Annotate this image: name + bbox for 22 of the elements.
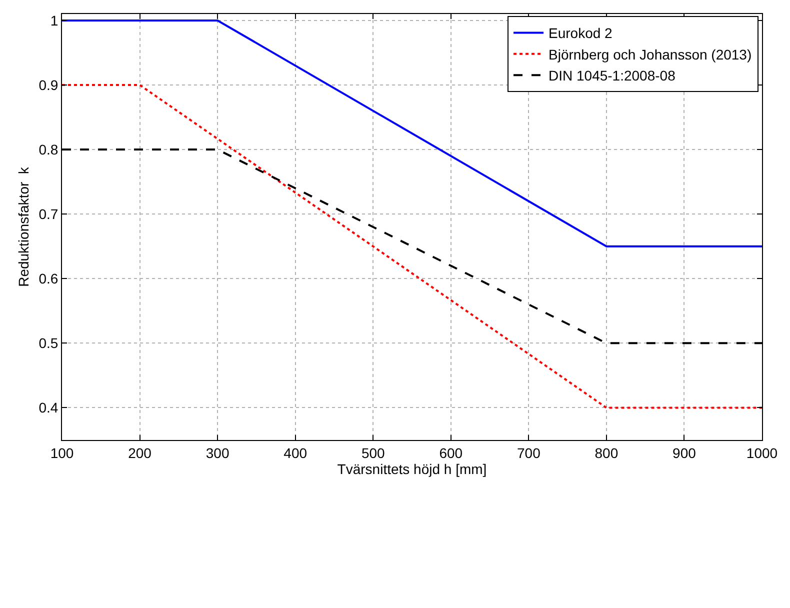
- legend-label: Björnberg och Johansson (2013): [548, 46, 752, 62]
- y-tick-label: 0.6: [38, 270, 58, 287]
- x-tick-label: 700: [516, 444, 541, 461]
- x-tick-label: 800: [594, 444, 618, 461]
- x-tick-label: 500: [361, 444, 386, 461]
- x-tick-label: 100: [50, 444, 74, 461]
- x-tick-label: 200: [128, 444, 152, 461]
- y-tick-label: 1: [50, 12, 58, 28]
- y-tick-label: 0.7: [38, 206, 58, 222]
- legend-label: DIN 1045-1:2008-08: [548, 68, 676, 84]
- y-tick-label: 0.9: [38, 76, 58, 93]
- y-tick-label: 0.4: [38, 400, 58, 416]
- y-tick-label: 0.8: [38, 141, 58, 158]
- x-tick-label: 1000: [746, 444, 778, 461]
- y-tick-label: 0.5: [38, 335, 58, 352]
- x-axis-title: Tvärsnittets höjd h [mm]: [337, 461, 487, 478]
- x-tick-label: 900: [672, 444, 696, 461]
- x-tick-label: 600: [439, 444, 463, 461]
- x-tick-label: 300: [206, 444, 230, 461]
- y-axis-title: Reduktionsfaktor k: [15, 166, 32, 287]
- x-tick-label: 400: [284, 444, 308, 461]
- legend-label: Eurokod 2: [548, 25, 613, 42]
